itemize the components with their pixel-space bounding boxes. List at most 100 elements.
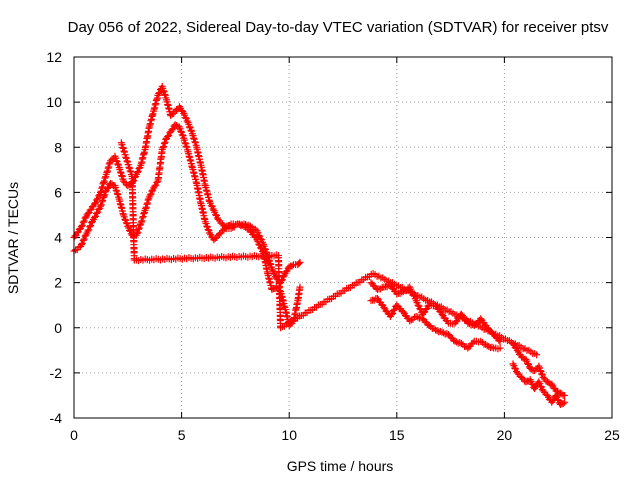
data-point [142, 204, 150, 212]
y-tick-label: 4 [54, 230, 62, 246]
data-point [438, 310, 446, 318]
data-point [122, 153, 130, 161]
data-point [113, 190, 121, 198]
data-point [255, 240, 263, 248]
data-point [538, 370, 546, 378]
x-tick-label: 0 [70, 427, 78, 443]
data-point [121, 215, 129, 223]
x-axis-label: GPS time / hours [287, 458, 394, 474]
data-point [511, 364, 519, 372]
data-point [159, 87, 167, 95]
data-point [161, 90, 169, 98]
data-point [116, 168, 124, 176]
data-point [126, 167, 134, 175]
data-point [112, 157, 120, 165]
x-tick-label: 10 [281, 427, 297, 443]
y-tick-label: 12 [46, 49, 62, 65]
data-point [561, 391, 569, 399]
data-point [539, 373, 547, 381]
data-point [101, 174, 109, 182]
data-point [524, 360, 532, 368]
grid-lines [74, 57, 612, 418]
data-point [100, 177, 108, 185]
x-tick-label: 15 [389, 427, 405, 443]
data-point [414, 313, 422, 321]
data-point [123, 157, 131, 165]
data-point [133, 169, 141, 177]
data-point [80, 235, 88, 243]
data-point [190, 134, 198, 142]
data-point [270, 269, 278, 277]
data-point [266, 260, 274, 268]
data-point [246, 227, 254, 235]
data-point [257, 244, 265, 252]
data-point [539, 387, 547, 395]
data-point [79, 218, 87, 226]
data-point [561, 398, 569, 406]
data-point [380, 303, 388, 311]
data-point [159, 144, 167, 152]
data-point [136, 221, 144, 229]
data-point [114, 160, 122, 168]
y-tick-label: 0 [54, 320, 62, 336]
data-point [296, 258, 304, 266]
data-point [140, 210, 148, 218]
y-axis-label: SDTVAR / TECUs [5, 182, 21, 294]
data-point [103, 184, 111, 192]
data-point [536, 367, 544, 375]
data-point [155, 90, 163, 98]
x-tick-label: 25 [604, 427, 620, 443]
data-point [399, 308, 407, 316]
data-point [80, 217, 88, 225]
data-point [143, 200, 151, 208]
data-point [433, 327, 441, 335]
data-point [453, 338, 461, 346]
data-point [93, 196, 101, 204]
chart-title: Day 056 of 2022, Sidereal Day-to-day VTE… [68, 19, 609, 36]
data-point [457, 340, 465, 348]
series-late-trace-B [509, 360, 569, 408]
data-point [105, 163, 113, 171]
y-tick-label: -2 [50, 365, 63, 381]
series-evening-trace-B [367, 294, 504, 353]
data-point [477, 315, 485, 323]
series-late-trace-A [509, 340, 569, 399]
data-point [105, 160, 113, 168]
data-point [181, 114, 189, 122]
y-tick-label: -4 [50, 410, 63, 426]
data-point [469, 339, 477, 347]
data-point [235, 221, 243, 229]
data-point [86, 223, 94, 231]
data-point [207, 202, 215, 210]
data-point [98, 198, 106, 206]
data-point [240, 222, 248, 230]
data-point [414, 301, 422, 309]
data-point [90, 214, 98, 222]
y-tick-label: 6 [54, 184, 62, 200]
data-point [97, 202, 105, 210]
y-tick-label: 8 [54, 139, 62, 155]
data-point [425, 321, 433, 329]
data-point [87, 222, 95, 230]
data-point [554, 396, 562, 404]
data-point [436, 327, 444, 335]
data-point [212, 211, 220, 219]
data-point [537, 382, 545, 390]
data-point [77, 241, 85, 249]
data-point [390, 306, 398, 314]
y-tick-label: 2 [54, 275, 62, 291]
data-point [120, 147, 128, 155]
data-point [387, 311, 395, 319]
data-point [178, 131, 186, 139]
data-point [488, 343, 496, 351]
x-tick-label: 20 [497, 427, 513, 443]
data-point [122, 219, 130, 227]
data-point [151, 182, 159, 190]
data-point [218, 220, 226, 228]
data-point [185, 123, 193, 131]
data-point [206, 229, 214, 237]
data-point [203, 222, 211, 230]
data-point [187, 126, 195, 134]
data-point [496, 344, 504, 352]
